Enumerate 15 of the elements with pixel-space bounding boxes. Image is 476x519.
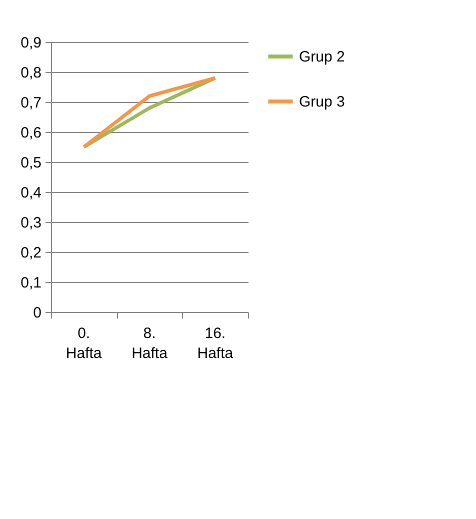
y-tick-label: 0,7 xyxy=(20,94,42,112)
y-tick-label: 0,9 xyxy=(20,34,42,52)
y-tick-label: 0,8 xyxy=(20,64,42,82)
y-tick-label: 0,6 xyxy=(20,124,42,142)
y-tick-label: 0,1 xyxy=(20,274,42,292)
y-tick-label: 0,5 xyxy=(20,154,42,172)
x-tick-label: 16. Hafta xyxy=(197,325,234,362)
legend-label: Grup 3 xyxy=(299,94,345,110)
y-tick-label: 0,2 xyxy=(20,244,42,262)
x-tick-label: 0. Hafta xyxy=(66,325,102,362)
y-tick-label: 0,4 xyxy=(20,184,42,202)
x-tick-label: 8. Hafta xyxy=(132,325,168,362)
legend-label: Grup 2 xyxy=(299,48,345,66)
y-tick-label: 0,3 xyxy=(20,214,42,232)
y-tick-label: 0 xyxy=(33,304,42,322)
